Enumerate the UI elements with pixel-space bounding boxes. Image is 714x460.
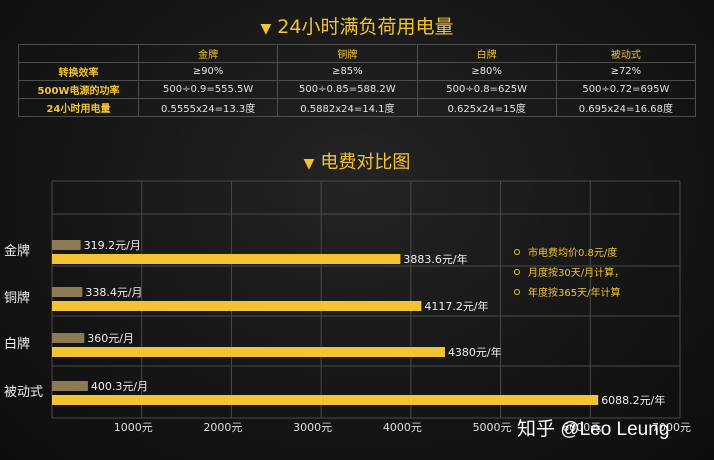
data-label-annual: 4380元/年 [448,345,502,359]
x-tick-label: 2000元 [203,421,242,434]
data-label-annual: 6088.2元/年 [601,393,665,407]
bar-monthly [52,287,83,297]
x-tick-label: 1000元 [114,421,153,434]
data-label-annual: 4117.2元/年 [424,299,488,313]
table-row: 24小时用电量 0.5555x24=13.3度 0.5882x24=14.1度 … [18,98,697,117]
bar-annual [52,254,401,264]
table-cell: 0.5882x24=14.1度 [277,98,418,117]
comparison-table: 金牌 铜牌 白牌 被动式 转换效率 ≥90% ≥85% ≥80% ≥72% 50… [18,44,697,117]
category-label: 被动式 [4,385,43,400]
data-label-monthly: 319.2元/月 [84,239,141,252]
x-tick-label: 4000元 [383,421,422,434]
data-label-monthly: 400.3元/月 [91,380,148,393]
triangle-down-icon: ▼ [303,156,315,172]
bar-annual [52,395,599,405]
x-tick-label: 3000元 [293,421,332,434]
x-tick-label: 7000元 [652,421,691,434]
x-tick-label: 5000元 [473,421,512,434]
bar-annual [52,347,445,357]
category-label: 金牌 [4,243,30,259]
bar-monthly [52,333,85,343]
table-title: ▼ 24小时满负荷用电量 [0,12,714,39]
table-title-text: 24小时满负荷用电量 [277,16,454,38]
bar-monthly [52,381,88,391]
x-tick-label: 6000元 [562,421,601,434]
annotation-text: 年度按365天/年计算 [528,286,620,299]
watermark: 知乎 @Leo Leung [517,419,670,440]
data-label-monthly: 338.4元/月 [85,286,142,299]
data-label-monthly: 360元/月 [87,332,134,345]
category-label: 白牌 [4,336,30,352]
annotation-text: 月度按30天/月计算， [528,266,624,279]
table-row: 转换效率 ≥90% ≥85% ≥80% ≥72% [18,62,697,81]
category-label: 铜牌 [4,290,30,306]
annotation-text: 市电费均价0.8元/度 [528,246,617,259]
bullet-icon [514,269,520,275]
table-cell: 0.625x24=15度 [416,98,557,117]
bar-annual [52,301,422,311]
table-cell: 0.695x24=16.68度 [555,98,697,117]
data-label-annual: 3883.6元/年 [403,252,467,266]
bar-monthly [52,240,81,250]
chart-title-text: 电费对比图 [320,152,411,173]
triangle-down-icon: ▼ [260,21,272,37]
bullet-icon [514,249,520,255]
table-row: 500W电源的功率 500÷0.9=555.5W 500÷0.85=588.2W… [18,80,697,99]
bullet-icon [514,289,520,295]
chart-title: ▼ 电费对比图 [0,148,714,174]
